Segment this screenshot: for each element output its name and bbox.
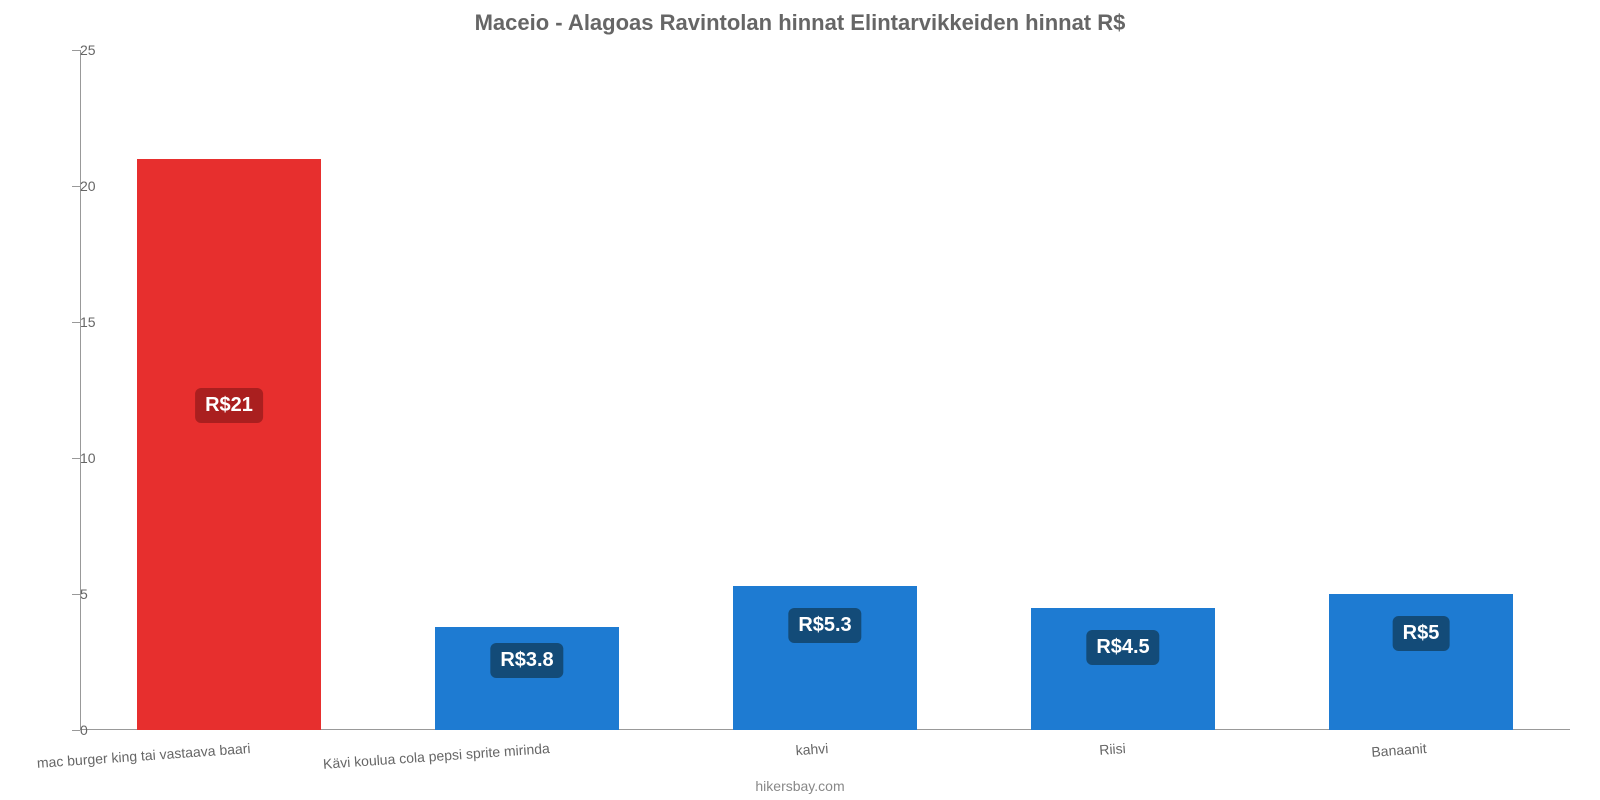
plot-area: 0510152025R$21mac burger king tai vastaa… — [80, 50, 1570, 730]
bar — [1329, 594, 1514, 730]
y-tick — [72, 50, 80, 51]
y-tick — [72, 186, 80, 187]
bar — [1031, 608, 1216, 730]
y-tick — [72, 594, 80, 595]
x-tick-label: Kävi koulua cola pepsi sprite mirinda — [322, 740, 550, 772]
value-badge: R$5.3 — [788, 608, 861, 643]
x-tick-label: mac burger king tai vastaava baari — [36, 740, 251, 771]
y-tick-label: 25 — [80, 42, 92, 58]
value-badge: R$21 — [195, 388, 263, 423]
x-tick-label: Banaanit — [1371, 740, 1427, 760]
y-tick — [72, 322, 80, 323]
bar-chart: Maceio - Alagoas Ravintolan hinnat Elint… — [0, 0, 1600, 800]
y-tick-label: 15 — [80, 314, 92, 330]
y-tick-label: 20 — [80, 178, 92, 194]
y-tick-label: 0 — [80, 722, 92, 738]
y-tick — [72, 730, 80, 731]
value-badge: R$5 — [1393, 616, 1450, 651]
bar — [435, 627, 620, 730]
x-tick-label: Riisi — [1099, 740, 1127, 758]
bar — [137, 159, 322, 730]
chart-title: Maceio - Alagoas Ravintolan hinnat Elint… — [0, 10, 1600, 36]
y-axis — [80, 50, 81, 730]
y-tick — [72, 458, 80, 459]
value-badge: R$4.5 — [1086, 630, 1159, 665]
x-tick-label: kahvi — [795, 740, 829, 758]
y-tick-label: 10 — [80, 450, 92, 466]
y-tick-label: 5 — [80, 586, 92, 602]
value-badge: R$3.8 — [490, 643, 563, 678]
chart-footer: hikersbay.com — [0, 778, 1600, 794]
